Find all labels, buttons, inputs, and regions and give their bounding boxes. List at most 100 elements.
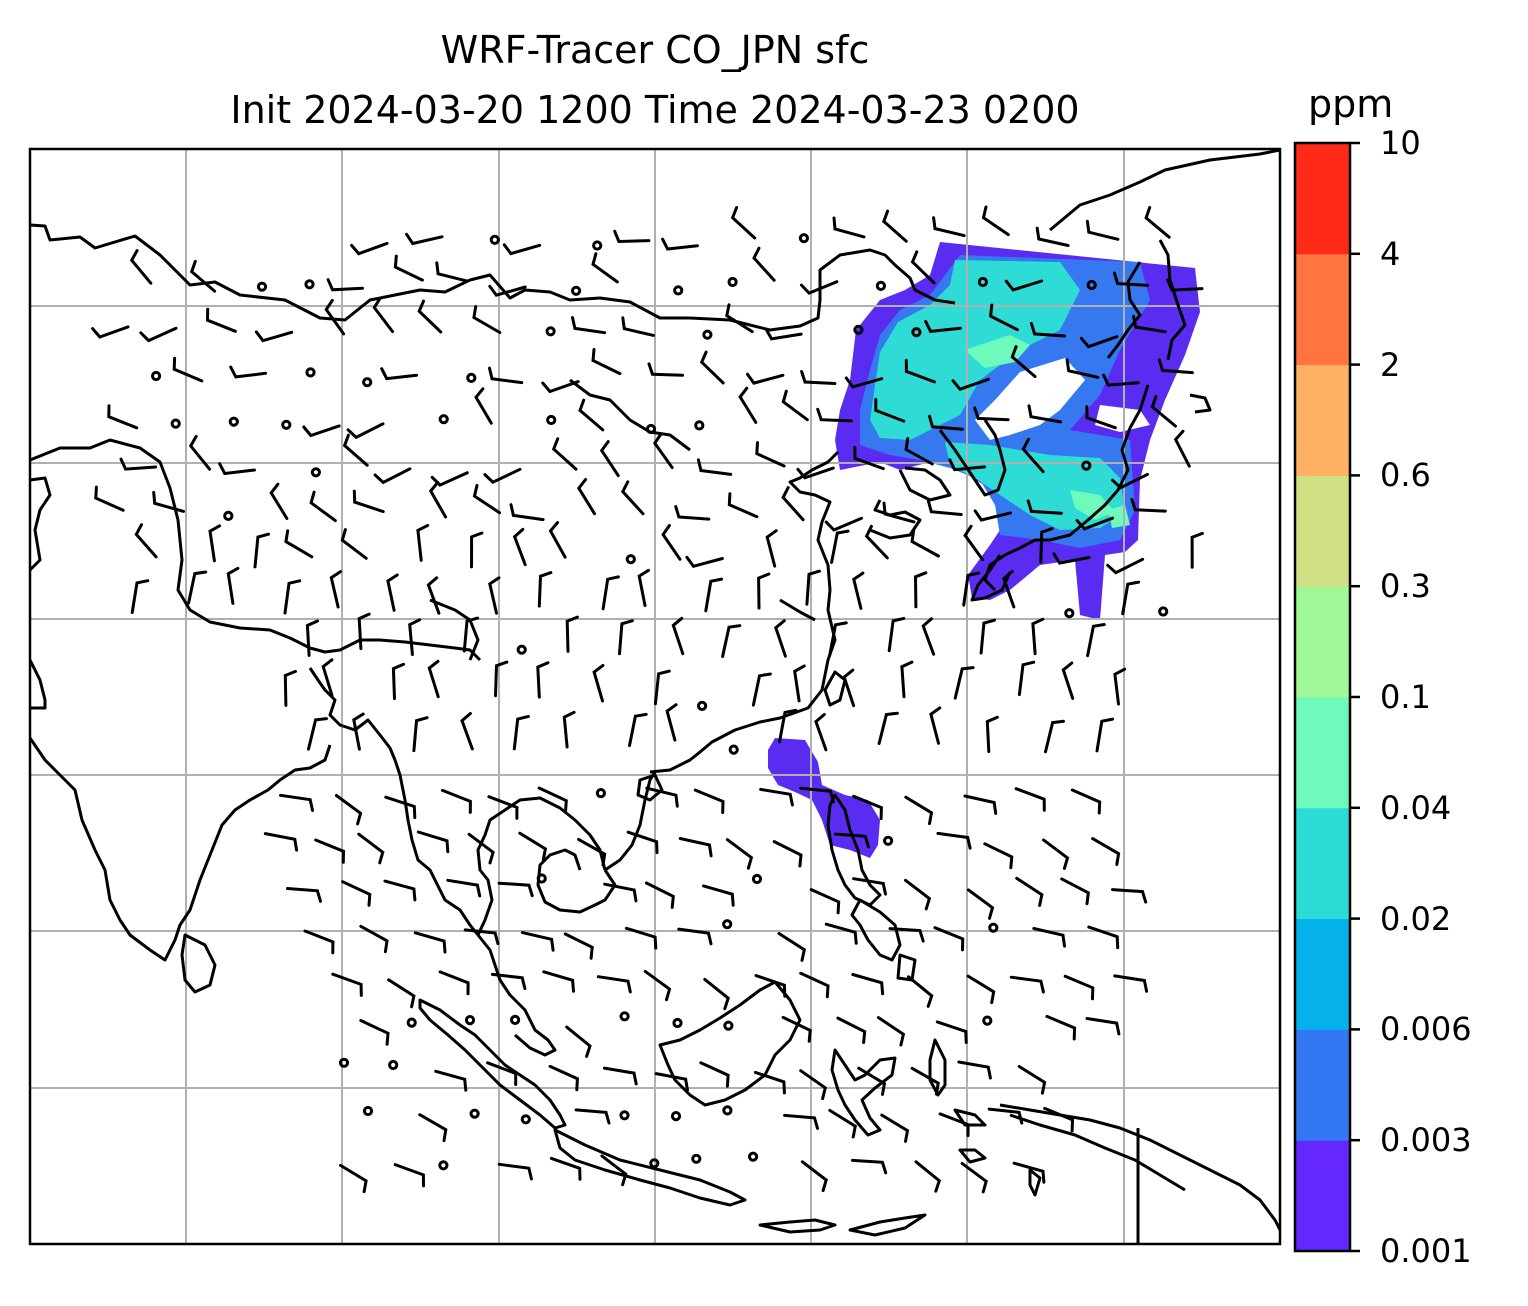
wind-barb <box>467 832 495 865</box>
wind-barb <box>1039 527 1054 564</box>
wind-barb <box>472 305 502 334</box>
wind-barb <box>882 209 908 243</box>
wind-barb <box>882 501 916 524</box>
wind-barb <box>1063 974 1095 1001</box>
calm-wind-marker <box>702 329 713 340</box>
calm-wind-marker <box>982 1015 993 1026</box>
coast-china-east <box>649 450 840 774</box>
wind-barb <box>331 972 363 997</box>
wind-barb <box>279 793 314 812</box>
wind-barb <box>107 404 139 430</box>
coast-lesser-sunda <box>758 1213 927 1237</box>
wind-barb <box>536 661 550 699</box>
wind-barb <box>342 433 369 467</box>
coast-maluku <box>928 1038 987 1127</box>
wind-barb <box>427 659 440 699</box>
wind-barb <box>577 837 607 867</box>
wind-barb <box>725 303 754 334</box>
wind-barb <box>305 619 319 657</box>
wind-barb <box>269 482 289 520</box>
colorbar-bin <box>1295 253 1350 366</box>
wind-barb <box>985 715 999 753</box>
colorbar-tick-label: 10 <box>1380 124 1421 162</box>
wind-barb <box>286 887 322 903</box>
wind-barb <box>914 1160 942 1193</box>
wind-barb <box>339 1163 368 1194</box>
wind-barb <box>434 1069 468 1092</box>
wind-barb <box>910 1066 940 1096</box>
wind-barb <box>1065 358 1100 379</box>
wind-barb <box>864 524 889 560</box>
calm-wind-marker <box>304 279 315 290</box>
wind-barb <box>910 529 940 558</box>
wind-barb <box>880 1113 910 1143</box>
wind-barb <box>283 579 302 615</box>
wind-barb <box>703 977 730 1011</box>
calm-wind-marker <box>1158 606 1169 617</box>
wind-barb <box>677 927 713 946</box>
wind-barb <box>953 666 975 700</box>
wind-barb <box>824 922 858 945</box>
colorbar-tick-label: 0.04 <box>1380 788 1452 827</box>
calm-wind-marker <box>672 1017 683 1029</box>
wind-barb <box>326 278 364 292</box>
wind-barb <box>644 881 675 909</box>
wind-barb <box>730 206 757 240</box>
colorbar-unit-label: ppm <box>1308 82 1394 126</box>
wind-barb <box>1157 358 1194 375</box>
wind-barb <box>1070 788 1102 815</box>
wind-barb <box>488 576 501 615</box>
colorbar-bin <box>1295 1140 1350 1252</box>
wind-barb <box>254 330 294 343</box>
calm-wind-marker <box>151 370 162 382</box>
wind-barb <box>1015 876 1044 907</box>
wind-barb <box>1014 787 1046 812</box>
coast-india-west <box>30 737 332 962</box>
wind-barb <box>948 458 986 472</box>
wind-barb <box>620 480 645 516</box>
wind-barb <box>973 509 1012 522</box>
wind-barb <box>933 926 965 952</box>
wind-barb <box>218 462 256 476</box>
wind-barb <box>359 924 389 954</box>
wind-barb <box>696 458 733 476</box>
wind-barb <box>816 407 853 423</box>
wind-barb <box>405 232 444 246</box>
wind-barb <box>704 577 724 613</box>
wind-barb <box>350 241 389 256</box>
wind-barb <box>263 832 299 852</box>
wind-barb <box>1102 373 1140 387</box>
calm-wind-marker <box>406 1017 417 1028</box>
wind-barb <box>307 717 328 751</box>
calm-wind-marker <box>509 1014 521 1026</box>
calm-wind-marker <box>438 414 449 425</box>
calm-wind-marker <box>670 1111 682 1122</box>
wind-barb <box>565 615 579 653</box>
wind-barb <box>435 261 469 283</box>
wind-barb <box>805 569 821 606</box>
coast-sakhalin <box>1158 239 1187 361</box>
wind-barb <box>800 370 837 385</box>
wind-barb <box>486 1061 518 1086</box>
calm-wind-marker <box>1064 608 1075 619</box>
wind-barb <box>904 878 932 911</box>
wind-barb <box>472 483 501 515</box>
colorbar-tick-label: 0.3 <box>1380 567 1431 606</box>
wind-barb <box>380 367 418 381</box>
coast-sri-lanka <box>180 933 217 994</box>
wind-barb <box>1150 395 1177 428</box>
wind-barb <box>935 1020 968 1044</box>
wind-barb <box>1031 617 1045 656</box>
wind-barb <box>91 325 130 339</box>
coast-java <box>553 1128 747 1207</box>
wind-barb <box>842 668 856 708</box>
colorbar-bin <box>1295 586 1350 698</box>
wind-barb <box>852 877 887 896</box>
calm-wind-marker <box>1086 279 1097 291</box>
wind-barb <box>497 881 534 898</box>
wind-barb <box>1111 472 1149 490</box>
wind-barb <box>596 975 632 994</box>
calm-wind-marker <box>595 788 607 799</box>
wind-barb <box>755 441 786 468</box>
wind-barb <box>759 787 794 807</box>
